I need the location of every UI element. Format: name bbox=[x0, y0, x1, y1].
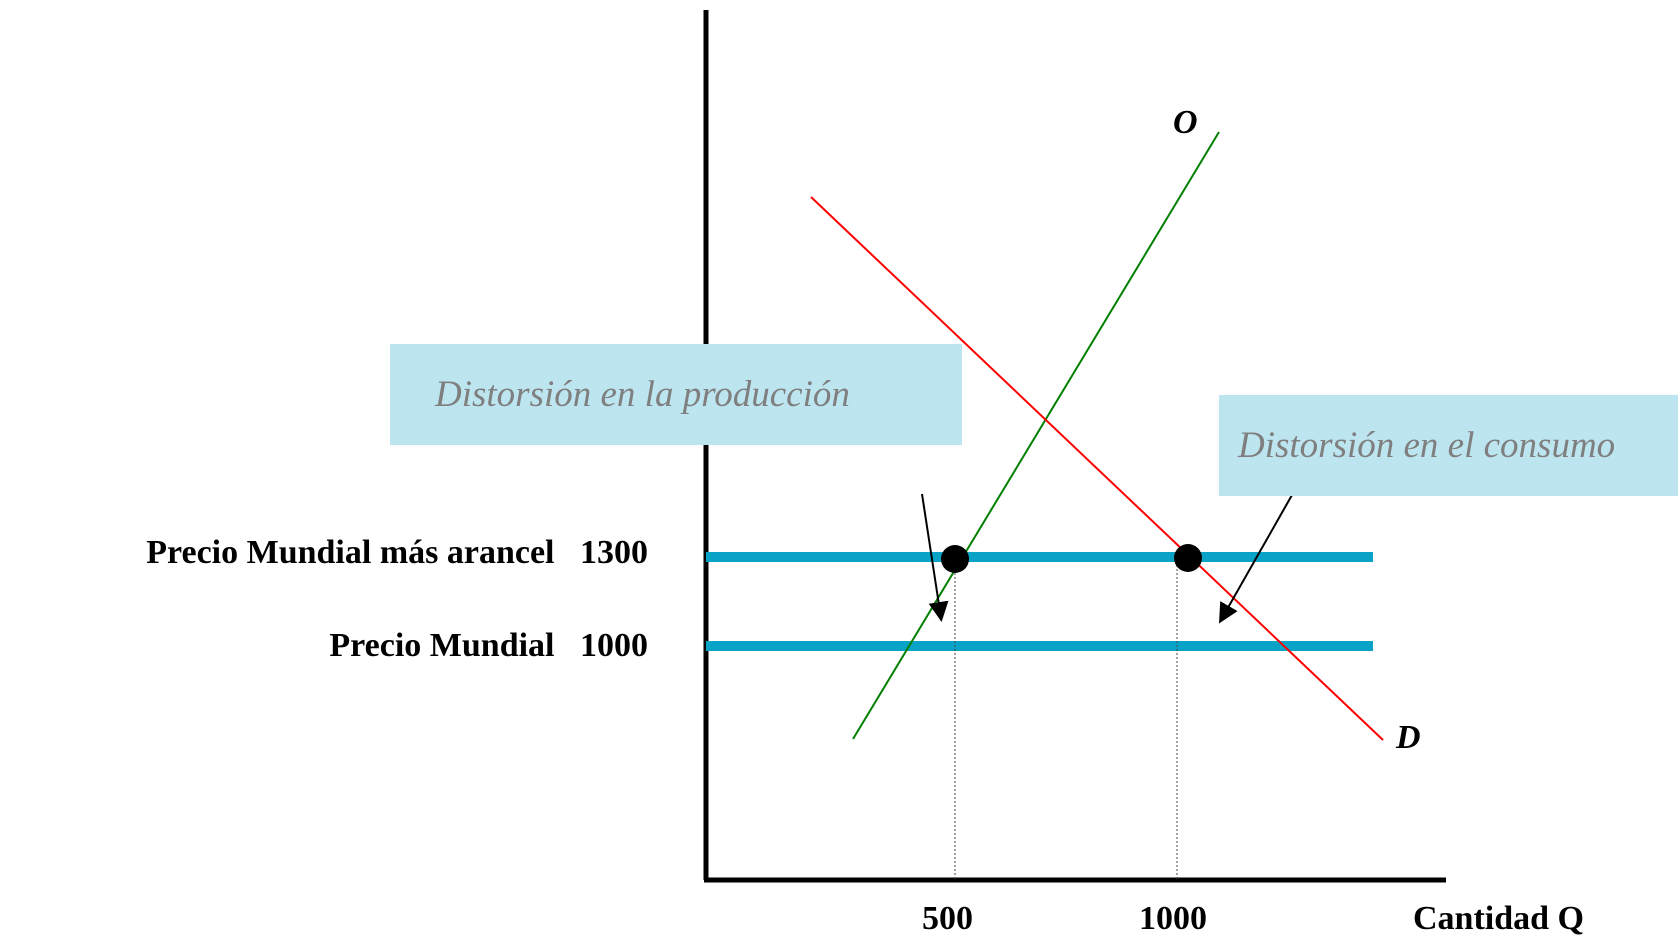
production-point bbox=[941, 545, 969, 573]
quantity-tick-500: 500 bbox=[922, 900, 973, 937]
consumption-distortion-note: Distorsión en el consumo bbox=[1219, 395, 1678, 496]
x-axis-label: Cantidad Q bbox=[1413, 900, 1584, 937]
supply-curve bbox=[852, 131, 1220, 740]
world-price-text: Precio Mundial bbox=[329, 627, 555, 664]
tariff-price-text: Precio Mundial más arancel bbox=[146, 534, 555, 571]
demand-curve bbox=[810, 196, 1384, 741]
world-price-label: Precio Mundial 1000 bbox=[329, 627, 648, 665]
supply-label: O bbox=[1173, 104, 1198, 141]
tariff-price-label: Precio Mundial más arancel 1300 bbox=[146, 534, 648, 572]
production-distortion-note: Distorsión en la producción bbox=[390, 344, 962, 445]
tariff-price-value: 1300 bbox=[580, 534, 648, 571]
consumption-point bbox=[1174, 544, 1202, 572]
world-price-value: 1000 bbox=[580, 627, 648, 664]
production-arrow bbox=[921, 493, 949, 622]
consumption-distortion-text: Distorsión en el consumo bbox=[1238, 425, 1616, 466]
quantity-tick-1000: 1000 bbox=[1139, 900, 1207, 937]
demand-label: D bbox=[1396, 719, 1421, 756]
consumption-arrow bbox=[1219, 494, 1293, 624]
production-distortion-text: Distorsión en la producción bbox=[435, 374, 850, 415]
